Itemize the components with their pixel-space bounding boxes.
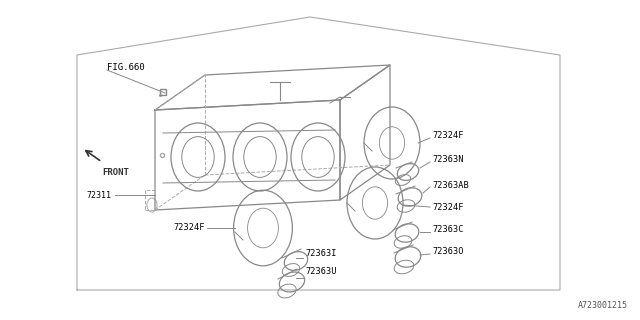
Text: 72363N: 72363N — [432, 156, 463, 164]
Text: 72311: 72311 — [86, 190, 111, 199]
Text: A723001215: A723001215 — [578, 301, 628, 310]
Text: 72363C: 72363C — [432, 226, 463, 235]
Text: FIG.660: FIG.660 — [107, 63, 145, 73]
Text: 72363AB: 72363AB — [432, 180, 468, 189]
Text: 72324F: 72324F — [173, 223, 205, 233]
Text: 72324F: 72324F — [432, 203, 463, 212]
Text: 72324F: 72324F — [432, 131, 463, 140]
Text: FRONT: FRONT — [102, 168, 129, 177]
Text: 72363O: 72363O — [432, 247, 463, 257]
Text: 72363U: 72363U — [305, 268, 337, 276]
Text: 72363I: 72363I — [305, 249, 337, 258]
